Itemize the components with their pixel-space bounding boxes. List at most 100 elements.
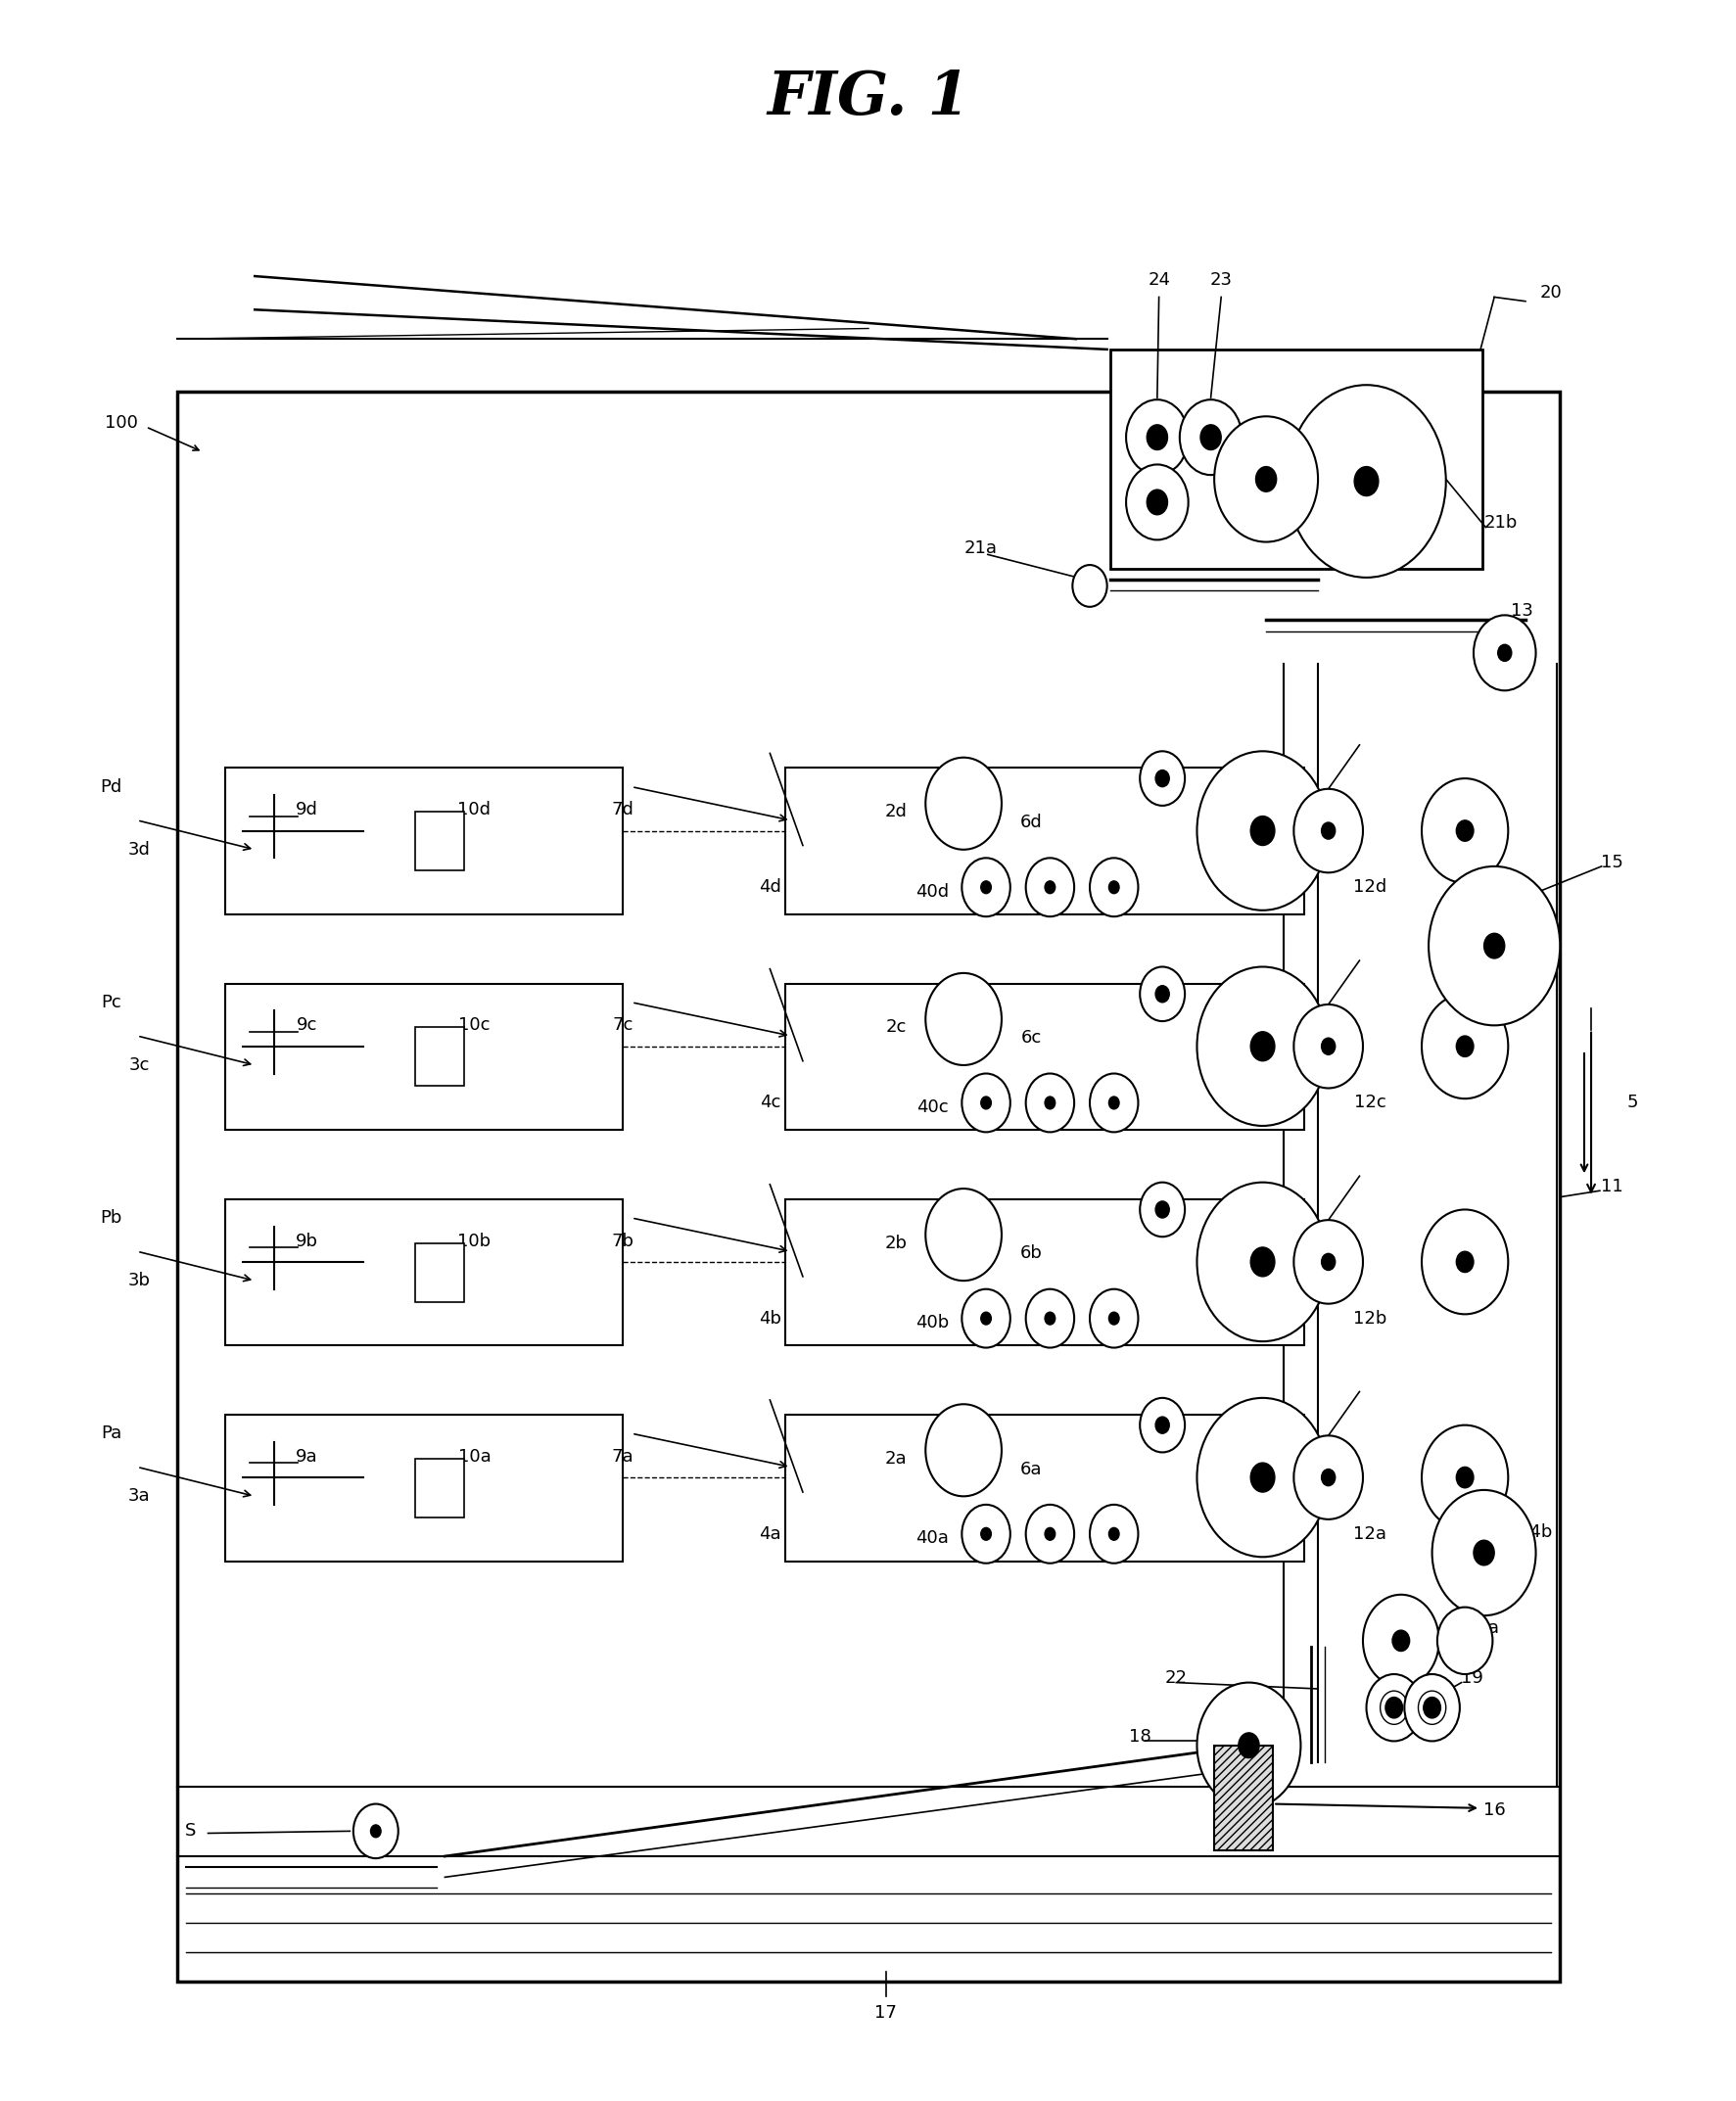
Circle shape (1380, 1691, 1408, 1725)
Text: 40d: 40d (915, 882, 948, 899)
Circle shape (1026, 857, 1073, 916)
Circle shape (1108, 1527, 1118, 1540)
Text: 1c: 1c (1318, 1019, 1338, 1036)
Bar (415, 1244, 464, 1303)
Text: 16: 16 (1483, 1801, 1505, 1819)
Circle shape (1045, 1313, 1054, 1324)
Circle shape (1154, 1202, 1168, 1219)
Circle shape (1196, 752, 1328, 910)
Bar (226, 1200, 623, 1345)
Circle shape (1321, 821, 1335, 838)
Text: 10b: 10b (457, 1231, 491, 1250)
Circle shape (1154, 985, 1168, 1002)
Text: 4a: 4a (759, 1525, 781, 1542)
Bar (785, 1414, 1304, 1561)
Text: FIG. 1: FIG. 1 (767, 69, 969, 128)
Text: Pb: Pb (101, 1208, 122, 1227)
Circle shape (1496, 645, 1510, 662)
Circle shape (962, 857, 1010, 916)
Text: 19: 19 (1460, 1670, 1483, 1687)
Bar (1109, 349, 1481, 569)
Text: 9a: 9a (295, 1448, 318, 1464)
Circle shape (1196, 1683, 1300, 1809)
Circle shape (962, 1504, 1010, 1563)
Text: 11: 11 (1601, 1179, 1621, 1195)
Circle shape (1139, 1397, 1184, 1452)
Text: 3d: 3d (128, 840, 149, 859)
Circle shape (1045, 880, 1054, 893)
Text: 12a: 12a (1352, 1525, 1385, 1542)
Text: 24: 24 (1147, 271, 1170, 290)
Text: 1d: 1d (1316, 803, 1338, 821)
Text: S: S (186, 1822, 196, 1840)
Circle shape (962, 1074, 1010, 1132)
Circle shape (1139, 966, 1184, 1021)
Circle shape (1472, 1540, 1493, 1565)
Text: 1a: 1a (1316, 1450, 1338, 1466)
Bar (785, 983, 1304, 1130)
Text: 2d: 2d (884, 803, 906, 821)
Circle shape (1420, 1424, 1507, 1530)
Circle shape (1154, 771, 1168, 786)
Circle shape (1293, 788, 1363, 872)
Text: 10d: 10d (457, 800, 491, 819)
Text: Pc: Pc (101, 994, 122, 1011)
Circle shape (925, 973, 1002, 1065)
Text: 7d: 7d (611, 800, 634, 819)
Text: 6d: 6d (1019, 813, 1042, 832)
Circle shape (1213, 416, 1318, 542)
Circle shape (370, 1826, 380, 1838)
Text: 14b: 14b (1517, 1523, 1552, 1540)
Circle shape (1026, 1290, 1073, 1347)
Circle shape (1422, 1698, 1439, 1719)
Circle shape (1088, 857, 1137, 916)
Bar (415, 811, 464, 870)
Text: 3c: 3c (128, 1057, 149, 1074)
Text: 1b: 1b (1316, 1233, 1338, 1252)
Circle shape (1108, 1097, 1118, 1109)
Circle shape (1146, 490, 1167, 515)
Circle shape (1293, 1004, 1363, 1088)
Circle shape (1196, 966, 1328, 1126)
Circle shape (1088, 1504, 1137, 1563)
Circle shape (1108, 1313, 1118, 1324)
Text: Pd: Pd (101, 777, 122, 796)
Circle shape (1200, 424, 1220, 450)
Text: 7c: 7c (613, 1017, 634, 1034)
Circle shape (1255, 466, 1276, 492)
Circle shape (1125, 399, 1187, 475)
Text: 23: 23 (1210, 271, 1233, 290)
Text: 4d: 4d (759, 878, 781, 895)
Circle shape (1472, 616, 1535, 691)
Circle shape (1420, 1210, 1507, 1315)
Circle shape (1250, 815, 1274, 845)
Bar (1213, 1746, 1272, 1851)
Text: 6b: 6b (1019, 1244, 1042, 1263)
Bar (226, 983, 623, 1130)
Circle shape (1420, 779, 1507, 882)
Text: 40c: 40c (917, 1099, 948, 1116)
Circle shape (1250, 1032, 1274, 1061)
Bar (415, 1027, 464, 1086)
Text: 4c: 4c (759, 1095, 779, 1111)
Circle shape (1238, 1733, 1259, 1759)
Circle shape (1404, 1674, 1458, 1742)
Circle shape (352, 1805, 398, 1859)
Text: 10c: 10c (458, 1017, 490, 1034)
Text: 100: 100 (104, 414, 139, 431)
Text: 6c: 6c (1021, 1029, 1042, 1046)
Circle shape (1321, 1038, 1335, 1055)
Text: 2a: 2a (885, 1450, 906, 1466)
Text: 14a: 14a (1465, 1620, 1498, 1637)
Text: 21a: 21a (963, 540, 996, 557)
Circle shape (1250, 1462, 1274, 1492)
Circle shape (1455, 819, 1472, 840)
Text: 15: 15 (1601, 853, 1621, 872)
Circle shape (1420, 994, 1507, 1099)
Circle shape (1088, 1290, 1137, 1347)
Circle shape (1321, 1254, 1335, 1271)
Circle shape (981, 1097, 991, 1109)
Bar (177, 391, 1559, 1981)
Circle shape (1045, 1527, 1054, 1540)
Circle shape (1196, 1397, 1328, 1557)
